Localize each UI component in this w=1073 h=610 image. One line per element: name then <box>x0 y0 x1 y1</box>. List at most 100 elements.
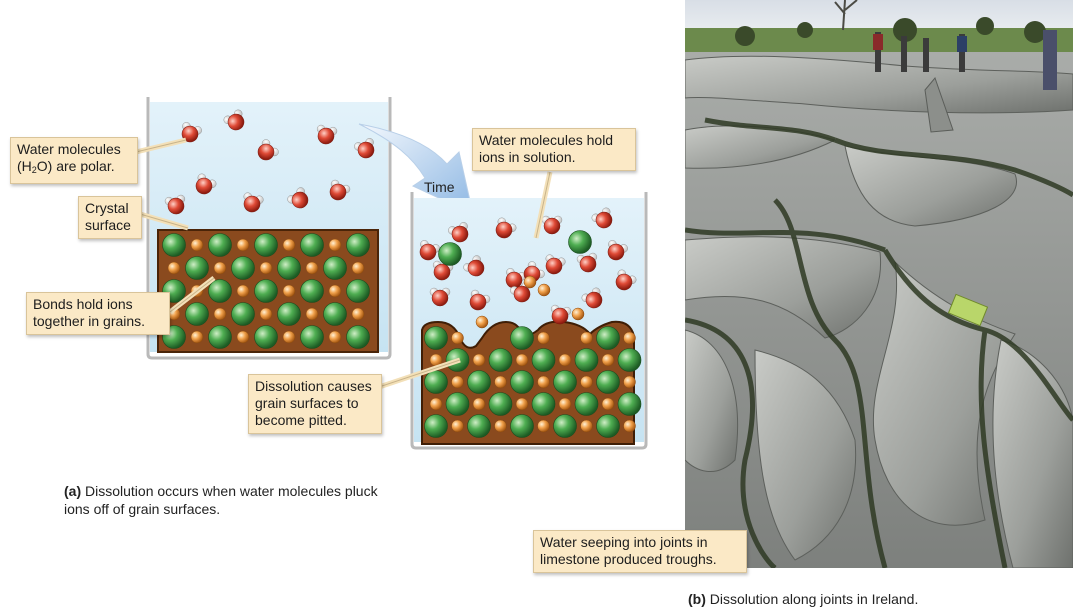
orange-ion <box>190 238 204 252</box>
green-ion <box>162 233 186 257</box>
limestone-slab <box>685 236 882 339</box>
water-molecule <box>615 269 637 291</box>
orange-ion <box>537 331 550 345</box>
green-ion <box>323 302 347 326</box>
green-ion <box>568 230 592 254</box>
water-molecule <box>469 289 491 311</box>
green-ion <box>424 326 448 350</box>
orange-ion <box>537 419 550 433</box>
orange-ion <box>537 375 550 389</box>
green-ion <box>467 370 491 394</box>
green-ion <box>185 302 209 326</box>
water-molecule <box>354 138 375 159</box>
orange-ion <box>515 353 529 367</box>
green-ion <box>596 370 620 394</box>
orange-ion <box>351 307 365 321</box>
green-ion <box>254 233 278 257</box>
orange-ion <box>282 284 296 298</box>
caption-line: (a) Dissolution occurs when water molecu… <box>64 482 444 500</box>
green-ion <box>277 256 301 280</box>
water-molecule <box>591 207 613 229</box>
orange-ion <box>558 397 572 411</box>
orange-ion <box>623 375 636 389</box>
callout-text: surface <box>85 217 131 233</box>
orange-ion <box>515 397 529 411</box>
green-ion <box>445 392 470 416</box>
orange-ion <box>601 397 615 411</box>
water-molecules <box>164 109 375 215</box>
green-ion <box>510 414 534 438</box>
orange-ion <box>472 353 486 367</box>
orange-ion <box>236 238 250 252</box>
orange-ion <box>282 238 296 252</box>
water-molecule <box>495 217 517 239</box>
orange-ion <box>601 353 615 367</box>
orange-ion <box>472 397 486 411</box>
caption-tag: (a) <box>64 483 82 499</box>
limestone-slab <box>685 55 1073 114</box>
callout-text-formula: (H2O) are polar. <box>17 158 131 179</box>
formula-subscript: 2 <box>31 165 37 175</box>
green-ion <box>510 370 534 394</box>
green-ion <box>208 325 232 349</box>
callout-text: Water seeping into joints in <box>540 534 708 550</box>
green-ion <box>185 256 209 280</box>
limestone-slab <box>685 329 739 473</box>
green-ion <box>617 392 642 416</box>
water-molecule <box>429 287 451 307</box>
callout-text: Water molecules <box>17 141 121 157</box>
green-ion <box>208 233 232 257</box>
callout-text: Water molecules hold <box>479 132 614 148</box>
crystal-grains <box>424 326 642 438</box>
green-ion <box>438 242 462 266</box>
formula-part: (H <box>17 158 32 174</box>
green-ion <box>553 414 577 438</box>
green-ion <box>300 233 324 257</box>
callout-water-polar: Water molecules (H2O) are polar. <box>10 137 138 184</box>
orange-ion <box>351 261 365 275</box>
beaker-walls <box>146 97 392 360</box>
orange-ion <box>580 331 593 345</box>
green-ion <box>346 279 370 303</box>
green-ion <box>300 279 324 303</box>
callout-bonds: Bonds hold ions together in grains. <box>26 292 170 335</box>
orange-ion <box>523 275 537 289</box>
green-ion <box>231 302 255 326</box>
callout-text: ions in solution. <box>479 149 576 165</box>
orange-ion <box>305 261 319 275</box>
orange-ion <box>213 261 227 275</box>
green-ion <box>231 256 255 280</box>
water-molecule <box>243 192 264 213</box>
water-molecule <box>448 222 469 243</box>
water-molecule <box>257 139 279 161</box>
callout-crystal-surface: Crystal surface <box>78 196 142 239</box>
green-ion <box>617 348 642 372</box>
caption-a: (a) Dissolution occurs when water molecu… <box>64 482 444 518</box>
green-ion <box>424 370 448 394</box>
orange-ion <box>580 375 593 389</box>
orange-ion <box>190 284 204 298</box>
callout-troughs: Water seeping into joints in limestone p… <box>533 530 747 573</box>
water-molecule <box>463 255 485 277</box>
green-ion <box>424 414 448 438</box>
orange-ion <box>167 261 181 275</box>
green-ion <box>254 279 278 303</box>
caption-text: Dissolution occurs when water molecules … <box>85 483 378 499</box>
green-ion <box>346 325 370 349</box>
time-arrow <box>358 123 474 215</box>
green-ion <box>300 325 324 349</box>
green-ion <box>531 348 556 372</box>
caption-b: (b) Dissolution along joints in Ireland. <box>688 590 918 608</box>
green-ion <box>488 348 513 372</box>
water-molecule <box>581 287 603 309</box>
green-ion <box>553 370 577 394</box>
orange-ion <box>623 331 636 345</box>
water-molecule <box>505 268 526 289</box>
callout-text: limestone produced troughs. <box>540 551 717 567</box>
orange-ion <box>236 330 250 344</box>
water-molecules <box>419 207 637 325</box>
orange-ion <box>236 284 250 298</box>
orange-ion <box>451 331 464 345</box>
limestone-photo <box>685 0 1073 568</box>
green-ion <box>596 414 620 438</box>
